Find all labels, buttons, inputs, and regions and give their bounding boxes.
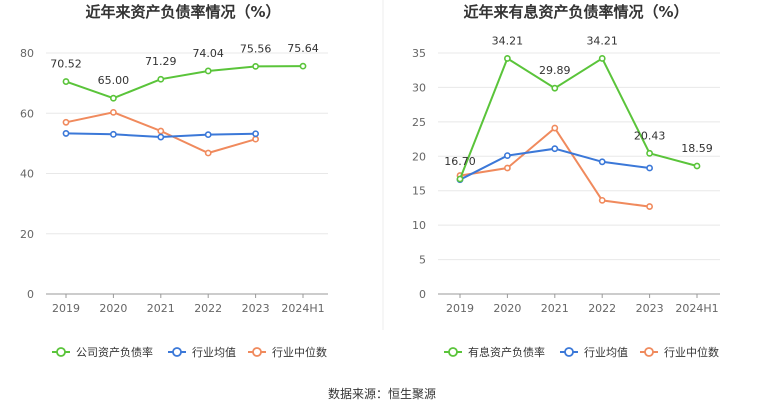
data-point	[62, 130, 70, 137]
series-line-0	[459, 56, 698, 180]
data-point	[646, 164, 653, 172]
data-point	[157, 127, 165, 135]
data-label: 34.21	[586, 34, 618, 47]
data-point	[646, 203, 653, 210]
left-chart-title: 近年来资产负债率情况（%）	[85, 3, 280, 21]
y-tick-label: 5	[419, 254, 426, 267]
data-label: 70.52	[50, 58, 82, 71]
data-point	[110, 130, 117, 138]
series-line-0	[65, 65, 304, 100]
legend-swatch-marker	[56, 347, 66, 357]
x-tick-label: 2024H1	[675, 302, 718, 315]
data-point	[62, 78, 70, 85]
legend-swatch-marker	[172, 347, 182, 357]
data-point	[551, 124, 559, 132]
series-line-1	[459, 147, 650, 181]
x-tick-label: 2020	[99, 302, 127, 315]
legend-swatch-marker	[448, 347, 458, 357]
right-chart-legend: 有息资产负债率 行业均值 行业中位数	[444, 345, 719, 359]
y-tick-label: 40	[20, 168, 34, 181]
x-tick-label: 2022	[588, 302, 616, 315]
legend-label: 行业均值	[584, 346, 628, 359]
data-point	[62, 118, 70, 126]
x-tick-label: 2019	[446, 302, 474, 315]
y-tick-label: 60	[20, 107, 34, 120]
data-point	[503, 164, 511, 172]
x-tick-label: 2020	[493, 302, 521, 315]
data-point	[204, 149, 212, 157]
data-label: 75.56	[240, 42, 272, 55]
legend-swatch-marker	[564, 347, 574, 357]
data-point	[646, 149, 653, 157]
data-point	[598, 55, 606, 62]
data-point	[110, 108, 117, 116]
y-tick-label: 15	[412, 185, 426, 198]
legend-label: 行业均值	[192, 346, 236, 359]
legend-swatch-marker	[644, 347, 654, 357]
data-label: 20.43	[634, 129, 666, 142]
data-point	[157, 133, 165, 141]
x-tick-label: 2019	[52, 302, 80, 315]
data-point	[204, 131, 212, 139]
data-point	[204, 67, 212, 75]
data-label: 16.70	[444, 155, 476, 168]
data-point	[110, 94, 117, 102]
series-line-2	[459, 126, 650, 208]
y-tick-label: 80	[20, 47, 34, 60]
data-point	[252, 135, 259, 143]
legend-swatch-marker	[252, 347, 262, 357]
left-chart-plot: 0 20 40 60 80 2019 2020 2021 2022 2023 2024H1 70.52…	[20, 42, 328, 315]
data-label: 65.00	[98, 74, 130, 87]
data-point	[503, 55, 511, 62]
x-tick-label: 2021	[147, 302, 175, 315]
legend-label: 公司资产负债率	[76, 345, 153, 359]
data-label: 29.89	[539, 64, 571, 77]
data-source-note: 数据来源：恒生聚源	[328, 386, 436, 401]
y-tick-label: 0	[419, 288, 426, 301]
x-tick-label: 2023	[636, 302, 664, 315]
data-point	[551, 145, 559, 153]
right-chart-plot: 0 5 10 15 20 25 30 35 2019 2020 2021 2022 2023 2024H1…	[412, 34, 720, 315]
right-chart-title: 近年来有息资产负债率情况（%）	[463, 3, 688, 21]
y-tick-label: 20	[20, 228, 34, 241]
data-point	[157, 75, 165, 83]
legend-label: 行业中位数	[664, 345, 719, 359]
left-chart-legend: 公司资产负债率 行业均值 行业中位数	[52, 345, 327, 359]
y-tick-label: 25	[412, 116, 426, 129]
data-label: 18.59	[681, 142, 713, 155]
x-tick-label: 2024H1	[281, 302, 324, 315]
legend-label: 有息资产负债率	[468, 345, 545, 359]
data-label: 75.64	[287, 42, 319, 55]
x-tick-label: 2023	[242, 302, 270, 315]
data-point	[456, 175, 464, 183]
data-point	[252, 62, 259, 70]
y-tick-label: 20	[412, 150, 426, 163]
y-tick-label: 10	[412, 219, 426, 232]
data-label: 34.21	[492, 34, 524, 47]
data-point	[503, 152, 511, 159]
x-tick-label: 2021	[541, 302, 569, 315]
legend-label: 行业中位数	[272, 345, 327, 359]
data-point	[693, 162, 701, 170]
data-label: 74.04	[192, 47, 224, 60]
data-point	[551, 84, 559, 92]
data-point	[299, 62, 307, 70]
data-point	[598, 196, 606, 204]
data-label: 71.29	[145, 55, 177, 68]
y-tick-label: 35	[412, 47, 426, 60]
y-tick-label: 30	[412, 81, 426, 94]
x-tick-label: 2022	[194, 302, 222, 315]
data-point	[252, 130, 259, 138]
data-point	[598, 158, 606, 166]
y-tick-label: 0	[27, 288, 34, 301]
